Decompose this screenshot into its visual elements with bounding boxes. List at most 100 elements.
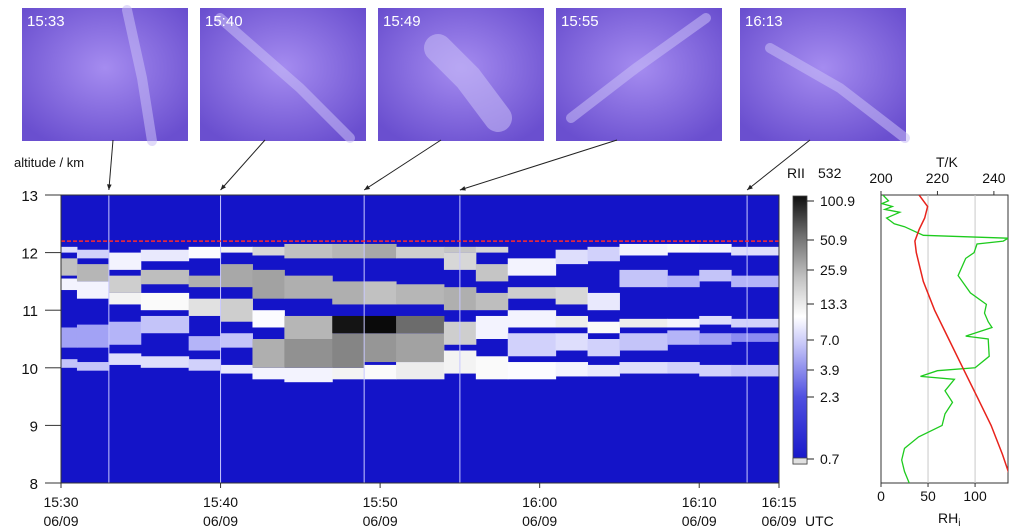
heatmap-cell	[220, 264, 253, 288]
heatmap-cell	[140, 315, 190, 334]
x-tick-date: 06/09	[761, 513, 796, 529]
heatmap-cell	[140, 249, 190, 262]
heatmap-cell	[332, 315, 365, 334]
heatmap-cell	[220, 333, 253, 348]
heatmap-cell	[507, 287, 557, 299]
photo-time-label: 15:40	[205, 13, 243, 30]
contrail-photo: 15:40	[200, 8, 366, 143]
colorbar-tick-label: 13.3	[820, 296, 847, 312]
colorbar-label: RII	[787, 165, 805, 181]
photo-time-label: 15:55	[561, 13, 599, 30]
y-tick-label: 12	[21, 246, 38, 263]
heatmap-cell	[619, 333, 668, 351]
contrail-streak	[215, 13, 355, 143]
bottom-tick-label: 0	[877, 488, 885, 504]
photo-arrow-head	[220, 184, 226, 190]
y-tick-label: 10	[21, 361, 38, 378]
heatmap-cell	[667, 318, 700, 328]
heatmap-cell	[284, 339, 333, 368]
colorbar-wavelength: 532	[818, 165, 842, 181]
contrail-photo-strip: 15:33 15:40 15:49 15:55 16:13	[22, 5, 910, 146]
x-tick-time: 15:30	[43, 494, 78, 510]
heatmap-cell	[140, 292, 190, 311]
heatmap-cell	[364, 364, 397, 380]
y-tick-label: 8	[30, 476, 38, 493]
heatmap-cell	[188, 246, 222, 259]
heatmap-cell	[699, 333, 732, 345]
heatmap-cell	[76, 249, 110, 259]
heatmap-cell	[61, 359, 78, 368]
heatmap-cell	[284, 275, 333, 299]
profile-gridlines	[927, 195, 976, 483]
heatmap-cell	[699, 364, 732, 377]
heatmap-cell	[396, 333, 445, 363]
photo-time-gridlines	[108, 195, 748, 483]
photo-time-label: 16:13	[745, 13, 783, 30]
heatmap-cell	[140, 356, 190, 368]
heatmap-cell	[76, 324, 110, 348]
x-tick-time: 15:40	[203, 494, 238, 510]
heatmap-cell	[220, 364, 253, 374]
heatmap-cell	[332, 333, 365, 368]
heatmap-cell	[188, 298, 222, 316]
top-tick-label: 220	[926, 170, 950, 186]
heatmap-cell	[555, 315, 589, 328]
heatmap-cell	[555, 287, 589, 305]
heatmap-cell	[396, 284, 445, 305]
photo-arrow-shaft	[108, 139, 114, 191]
colorbar: RII 532 100.9 50.9 25.9 13.3 7.0 3.9 2.3 0.7	[787, 165, 855, 467]
heatmap-cell	[332, 243, 365, 259]
x-tick-date: 06/09	[203, 513, 238, 529]
colorbar-tick-label: 50.9	[820, 232, 847, 248]
heatmap-cell	[61, 258, 78, 276]
heatmap-cell	[667, 330, 700, 345]
y-tick-label: 13	[21, 188, 38, 205]
colorbar-tick-label: 100.9	[820, 193, 855, 209]
heatmap-cell	[108, 321, 142, 345]
photo-arrow-shaft	[220, 139, 266, 191]
rhi-profile-line	[881, 195, 1008, 483]
heatmap-cell	[699, 269, 732, 282]
heatmap-cell	[507, 362, 557, 380]
contrail-photo: 15:33	[22, 5, 188, 146]
photo-arrow-head	[106, 184, 112, 190]
y-tick-label: 9	[30, 418, 38, 435]
heatmap-cell	[284, 367, 333, 383]
heatmap-cell	[364, 243, 397, 259]
colorbar-tick-label: 7.0	[820, 332, 840, 348]
heatmap-cell	[475, 246, 509, 253]
heatmap-cell	[108, 292, 142, 305]
bottom-axis-label-main: RH	[938, 510, 958, 526]
heatmap-panel	[60, 194, 780, 484]
heatmap-cell	[475, 292, 509, 311]
x-axis-ticks: 15:30 06/09 15:40 06/09 15:50 06/09 16:00 06/09…	[43, 483, 797, 529]
heatmap-cell	[555, 333, 589, 351]
heatmap-cell	[507, 258, 557, 276]
photo-time-label: 15:33	[27, 13, 65, 30]
heatmap-cell	[619, 362, 668, 374]
heatmap-cell	[364, 333, 397, 363]
temperature-profile-line	[914, 195, 1008, 473]
heatmap-cell	[108, 275, 142, 293]
contrail-streak	[424, 34, 512, 132]
heatmap-cell	[587, 292, 620, 311]
y-tick-label: 11	[22, 303, 38, 320]
bottom-axis-ticks: 0 50 100	[877, 483, 987, 504]
heatmap-cell	[555, 362, 589, 377]
heatmap-cell	[667, 275, 700, 288]
photo-arrow-shaft	[746, 139, 811, 191]
heatmap-cell	[332, 281, 365, 305]
colorbar-ticks: 100.9 50.9 25.9 13.3 7.0 3.9 2.3 0.7	[807, 193, 855, 467]
heatmap-cell	[284, 243, 333, 259]
heatmap-cell	[587, 364, 620, 377]
heatmap-cell	[76, 264, 110, 282]
y-axis-ticks: 8 9 10 11 12 13	[21, 188, 61, 493]
heatmap-cell	[364, 281, 397, 305]
heatmap-frame	[60, 194, 780, 484]
bottom-tick-label: 50	[920, 488, 936, 504]
heatmap-cell	[76, 281, 110, 299]
heatmap-cell	[731, 333, 779, 342]
bottom-tick-label: 100	[963, 488, 987, 504]
photo-arrow-shaft	[363, 139, 442, 191]
